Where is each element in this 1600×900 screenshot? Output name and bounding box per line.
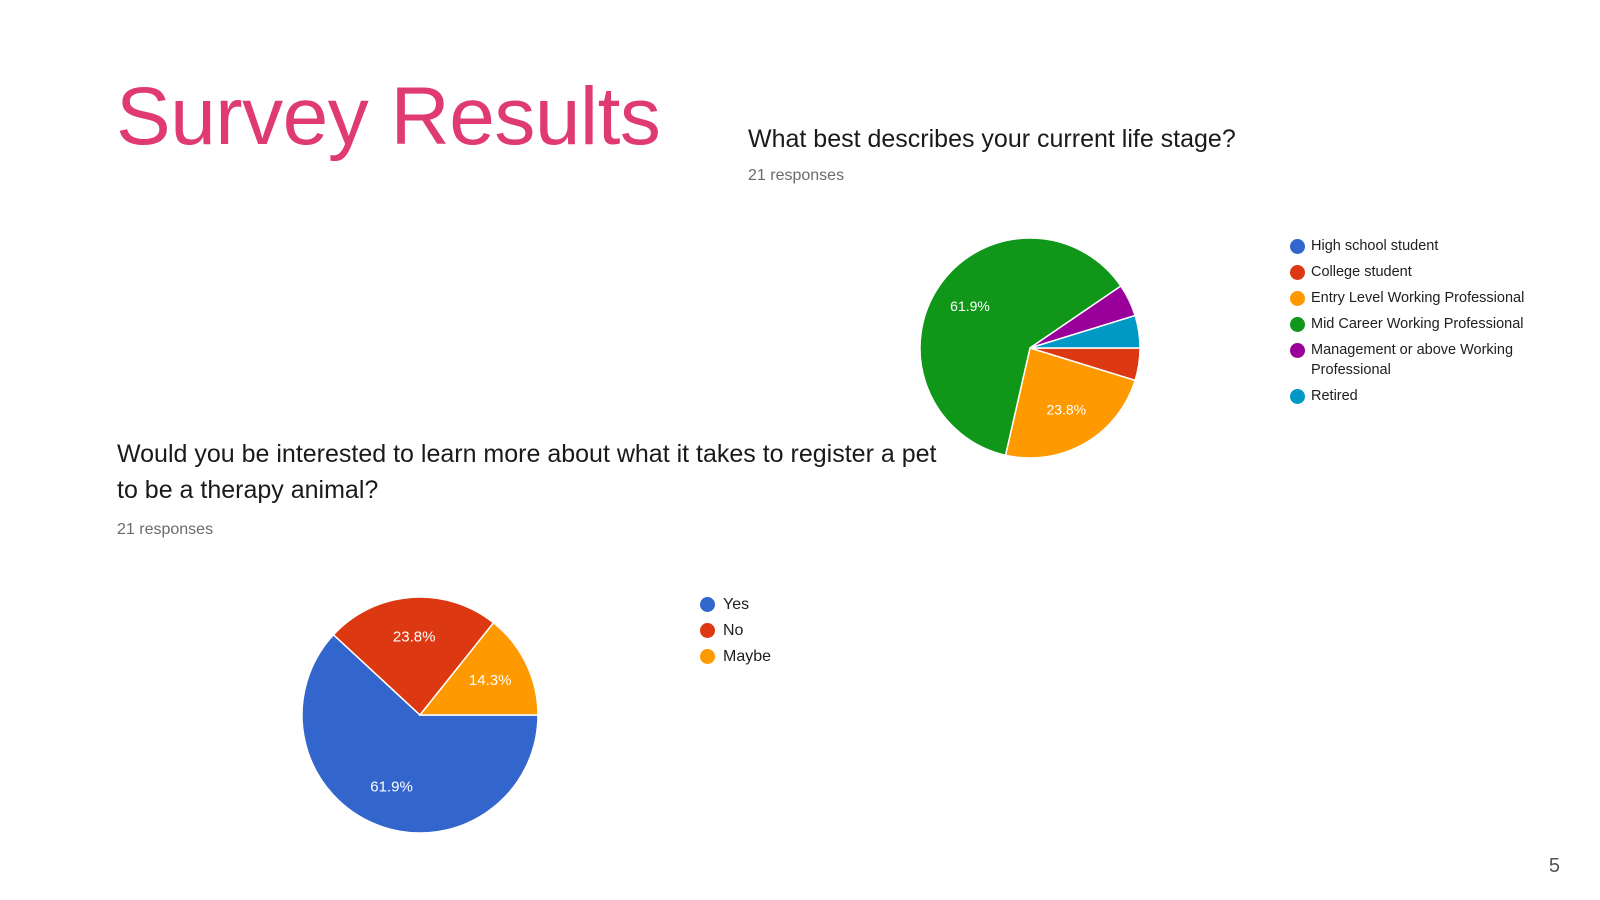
- legend-color-dot: [1290, 343, 1305, 358]
- legend-color-dot: [1290, 239, 1305, 254]
- slice-label-entry-level-working-professional: 23.8%: [1046, 402, 1086, 418]
- pie-slice-mid-career-working-professional[interactable]: [919, 237, 1122, 457]
- slice-label-mid-career-working-professional: 61.9%: [950, 298, 990, 314]
- legend-label: Mid Career Working Professional: [1311, 316, 1524, 332]
- life-stage-pie-chart: 23.8% 61.9%: [919, 237, 1141, 459]
- legend-label: High school student: [1311, 238, 1439, 254]
- legend-label: Maybe: [723, 648, 772, 665]
- legend-label: No: [723, 622, 744, 639]
- legend-item-retired[interactable]: Retired: [1290, 386, 1541, 406]
- slice-label-maybe: 14.3%: [469, 672, 512, 689]
- life-stage-legend: High school student College student Entry …: [1290, 236, 1541, 412]
- legend-color-dot: [1290, 291, 1305, 306]
- legend-item-maybe[interactable]: Maybe: [700, 647, 771, 667]
- legend-color-dot: [700, 623, 715, 638]
- legend-label: Entry Level Working Professional: [1311, 290, 1525, 306]
- legend-item-mid-career-working-professional[interactable]: Mid Career Working Professional: [1290, 314, 1541, 334]
- chart-2-title: Would you be interested to learn more ab…: [117, 440, 937, 504]
- therapy-interest-pie-chart: 61.9% 23.8% 14.3%: [301, 596, 539, 834]
- legend-item-no[interactable]: No: [700, 621, 771, 641]
- legend-item-entry-level-working-professional[interactable]: Entry Level Working Professional: [1290, 288, 1541, 308]
- therapy-interest-legend: Yes No Maybe: [700, 595, 771, 673]
- legend-color-dot: [1290, 265, 1305, 280]
- legend-item-management-or-above-working-professional[interactable]: Management or above Working Professional: [1290, 340, 1541, 380]
- page-number: 5: [1548, 855, 1560, 877]
- legend-label: Management or above Working Professional: [1311, 342, 1514, 378]
- chart-2-response-count: 21 responses: [117, 521, 214, 538]
- legend-color-dot: [1290, 389, 1305, 404]
- slice-label-no: 23.8%: [393, 628, 436, 645]
- legend-item-yes[interactable]: Yes: [700, 595, 771, 615]
- pie-slice-no[interactable]: [332, 596, 495, 717]
- legend-label: Retired: [1311, 388, 1358, 404]
- legend-color-dot: [700, 649, 715, 664]
- slide-title: Survey Results: [116, 71, 661, 162]
- legend-color-dot: [1290, 317, 1305, 332]
- pie-slice-yes[interactable]: [301, 633, 539, 834]
- legend-label: College student: [1311, 264, 1412, 280]
- pie-slice-retired[interactable]: [1029, 314, 1141, 349]
- legend-label: Yes: [723, 596, 750, 613]
- chart-1-title: What best describes your current life st…: [748, 125, 1236, 153]
- pie-slice-entry-level-working-professional[interactable]: [1004, 347, 1137, 459]
- legend-item-high-school-student[interactable]: High school student: [1290, 236, 1541, 256]
- legend-item-college-student[interactable]: College student: [1290, 262, 1541, 282]
- slice-label-yes: 61.9%: [370, 778, 413, 795]
- pie-slice-maybe[interactable]: [418, 621, 539, 716]
- legend-color-dot: [700, 597, 715, 612]
- chart-1-response-count: 21 responses: [748, 167, 845, 184]
